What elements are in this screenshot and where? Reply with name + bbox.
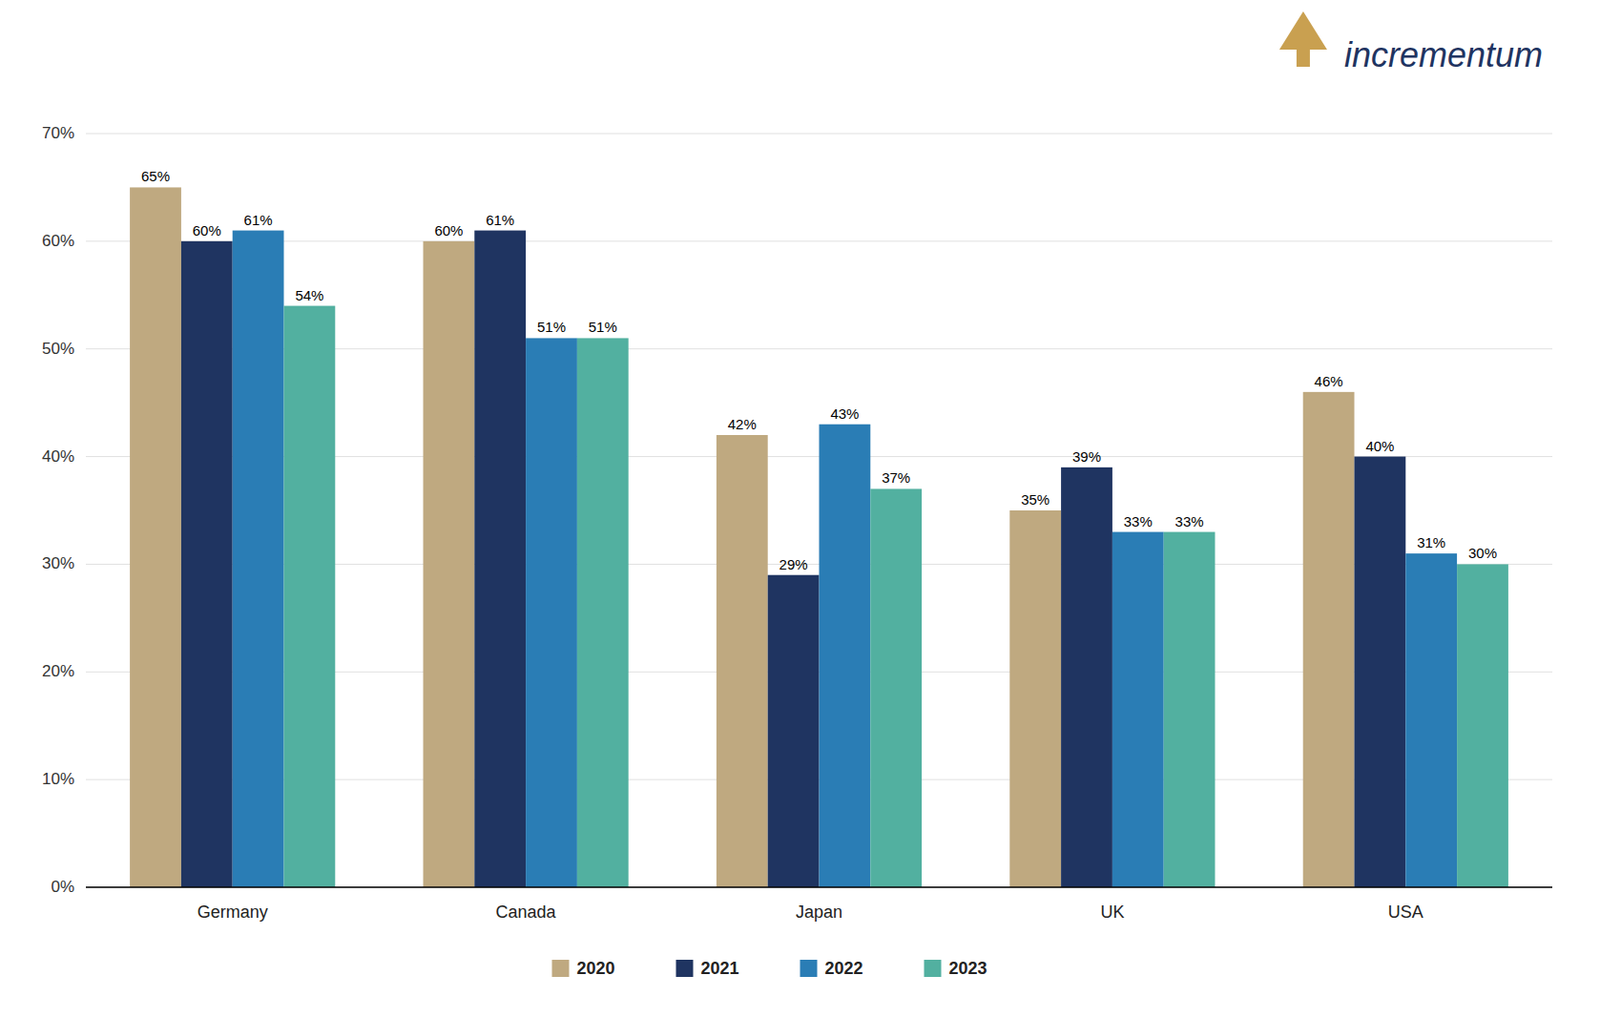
data-label: 51% xyxy=(588,318,618,335)
annotation: incrementum xyxy=(1344,35,1543,75)
bar xyxy=(1405,553,1457,888)
legend-swatch xyxy=(924,959,942,977)
bar xyxy=(716,435,769,888)
bar xyxy=(423,241,476,888)
legend-swatch xyxy=(800,959,818,977)
bar xyxy=(1456,563,1509,888)
bar xyxy=(283,306,335,888)
bar xyxy=(525,337,578,888)
bar xyxy=(181,241,233,888)
data-label: 37% xyxy=(881,469,911,486)
bar xyxy=(768,575,820,888)
data-label: 65% xyxy=(141,167,170,185)
logo-mark xyxy=(1279,11,1328,67)
bar xyxy=(577,337,629,888)
grid xyxy=(85,133,1553,888)
logo-canopy xyxy=(1279,11,1328,50)
y-tick-label: 50% xyxy=(41,339,75,358)
y-tick-label: 0% xyxy=(50,877,75,896)
data-label: 46% xyxy=(1314,373,1344,390)
y-tick-label: 10% xyxy=(41,769,75,789)
y-tick-label: 70% xyxy=(41,124,75,143)
data-label: 31% xyxy=(1416,534,1446,551)
grid-line xyxy=(85,887,1553,889)
bar xyxy=(1163,532,1216,888)
x-tick-label: Germany xyxy=(197,902,269,922)
x-tick-label: Japan xyxy=(795,902,843,922)
data-label: 60% xyxy=(434,222,463,239)
y-tick-label: 60% xyxy=(41,231,75,250)
data-label: 42% xyxy=(727,415,757,433)
bar xyxy=(1112,532,1164,888)
bar xyxy=(1060,467,1113,888)
data-labels: 65% 60% 42% 35% 46% 60% 61% 29% 39% 40% 61% 51% 43% 3… xyxy=(141,167,1497,572)
data-label: 29% xyxy=(779,556,809,573)
legend-label: 2020 xyxy=(577,958,616,978)
legend: 2020 2021 2022 2023 xyxy=(552,958,988,978)
x-axis xyxy=(85,886,1553,889)
data-label: 35% xyxy=(1020,491,1050,508)
data-label: 61% xyxy=(485,211,515,229)
bar xyxy=(129,187,182,888)
data-label: 40% xyxy=(1365,437,1394,455)
data-label: 39% xyxy=(1072,448,1102,465)
bar xyxy=(870,488,922,888)
grid-line xyxy=(85,133,1553,135)
data-label: 61% xyxy=(244,211,273,229)
x-tick-label: Canada xyxy=(496,902,558,922)
data-label: 30% xyxy=(1468,544,1497,562)
legend-label: 2021 xyxy=(701,958,740,978)
y-tick-label: 40% xyxy=(41,447,75,466)
x-tick-label: USA xyxy=(1388,902,1424,922)
legend-label: 2022 xyxy=(825,958,864,978)
grid-line xyxy=(85,240,1553,242)
bars xyxy=(129,187,1509,888)
bar xyxy=(1354,457,1407,888)
data-label: 51% xyxy=(537,318,566,335)
bar xyxy=(1009,510,1061,888)
bar xyxy=(474,230,526,888)
legend-label: 2023 xyxy=(949,958,988,978)
y-tick-label: 20% xyxy=(41,662,75,681)
y-tick-label: 30% xyxy=(41,554,75,573)
bar xyxy=(232,230,285,888)
data-label: 54% xyxy=(294,287,324,304)
x-tick-label: UK xyxy=(1100,902,1124,922)
data-label: 43% xyxy=(830,405,859,422)
bar xyxy=(1303,392,1355,888)
chart: 0% 10% 20% 30% 40% 50% 60% 70% 65% 60% 42% 35% 46% 60… xyxy=(0,0,1600,1017)
legend-swatch xyxy=(676,959,694,977)
bar xyxy=(819,424,872,888)
legend-swatch xyxy=(552,959,570,977)
data-label: 33% xyxy=(1175,513,1205,530)
data-label: 33% xyxy=(1123,513,1153,530)
logo-trunk xyxy=(1296,45,1310,67)
data-label: 60% xyxy=(192,222,222,239)
